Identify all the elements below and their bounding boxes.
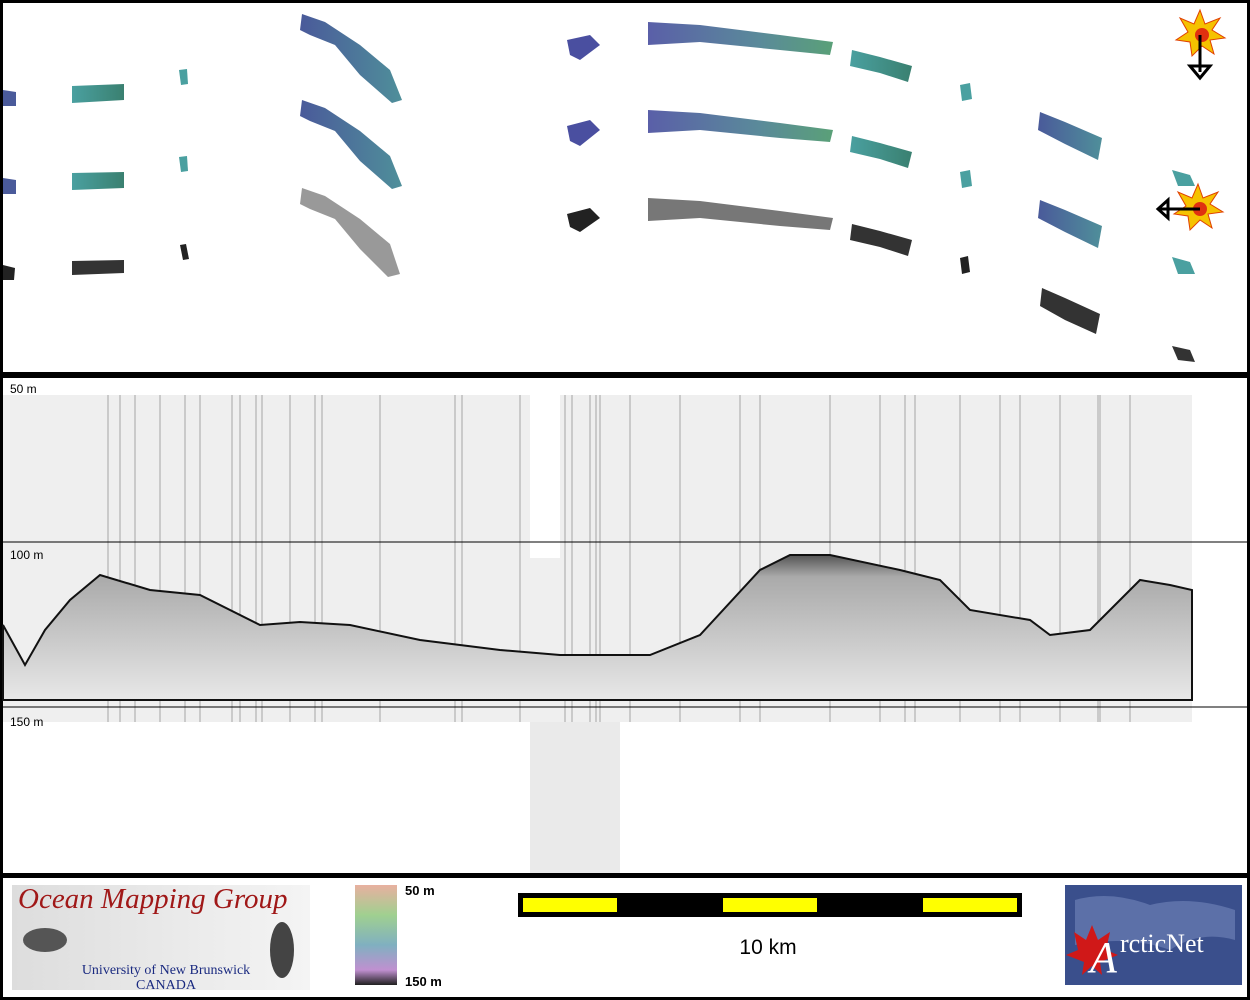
- colorbar-label: 150 m: [405, 974, 442, 989]
- sun-icon: [1155, 182, 1225, 232]
- maple-leaf: [1066, 925, 1118, 975]
- logo-title: Ocean Mapping Group: [18, 883, 288, 915]
- logo-graphic: [1075, 896, 1235, 950]
- depth-label: 100 m: [10, 548, 43, 562]
- logo-line: CANADA: [136, 978, 197, 993]
- depth-label: 150 m: [10, 715, 43, 729]
- sun-icon: [1174, 8, 1227, 81]
- logo-graphic: [23, 928, 67, 952]
- swaths: [3, 14, 1195, 362]
- logo-initial: A: [1087, 933, 1118, 982]
- seafloor: [2, 554, 1193, 701]
- depth-label: 50 m: [10, 382, 37, 396]
- map-panel: [3, 3, 1247, 372]
- colorbar-label: 50 m: [405, 883, 435, 898]
- logo-line: University of New Brunswick: [82, 963, 250, 978]
- echogram-tail: [530, 722, 620, 873]
- scale-segment: [523, 898, 617, 912]
- colorbar: [355, 885, 397, 985]
- logo-graphic: [270, 922, 294, 978]
- data-gap: [530, 395, 560, 558]
- scale-segment: [723, 898, 817, 912]
- scale-segment: [923, 898, 1017, 912]
- logo-text: rcticNet: [1120, 929, 1205, 958]
- scale-label: 10 km: [739, 936, 796, 959]
